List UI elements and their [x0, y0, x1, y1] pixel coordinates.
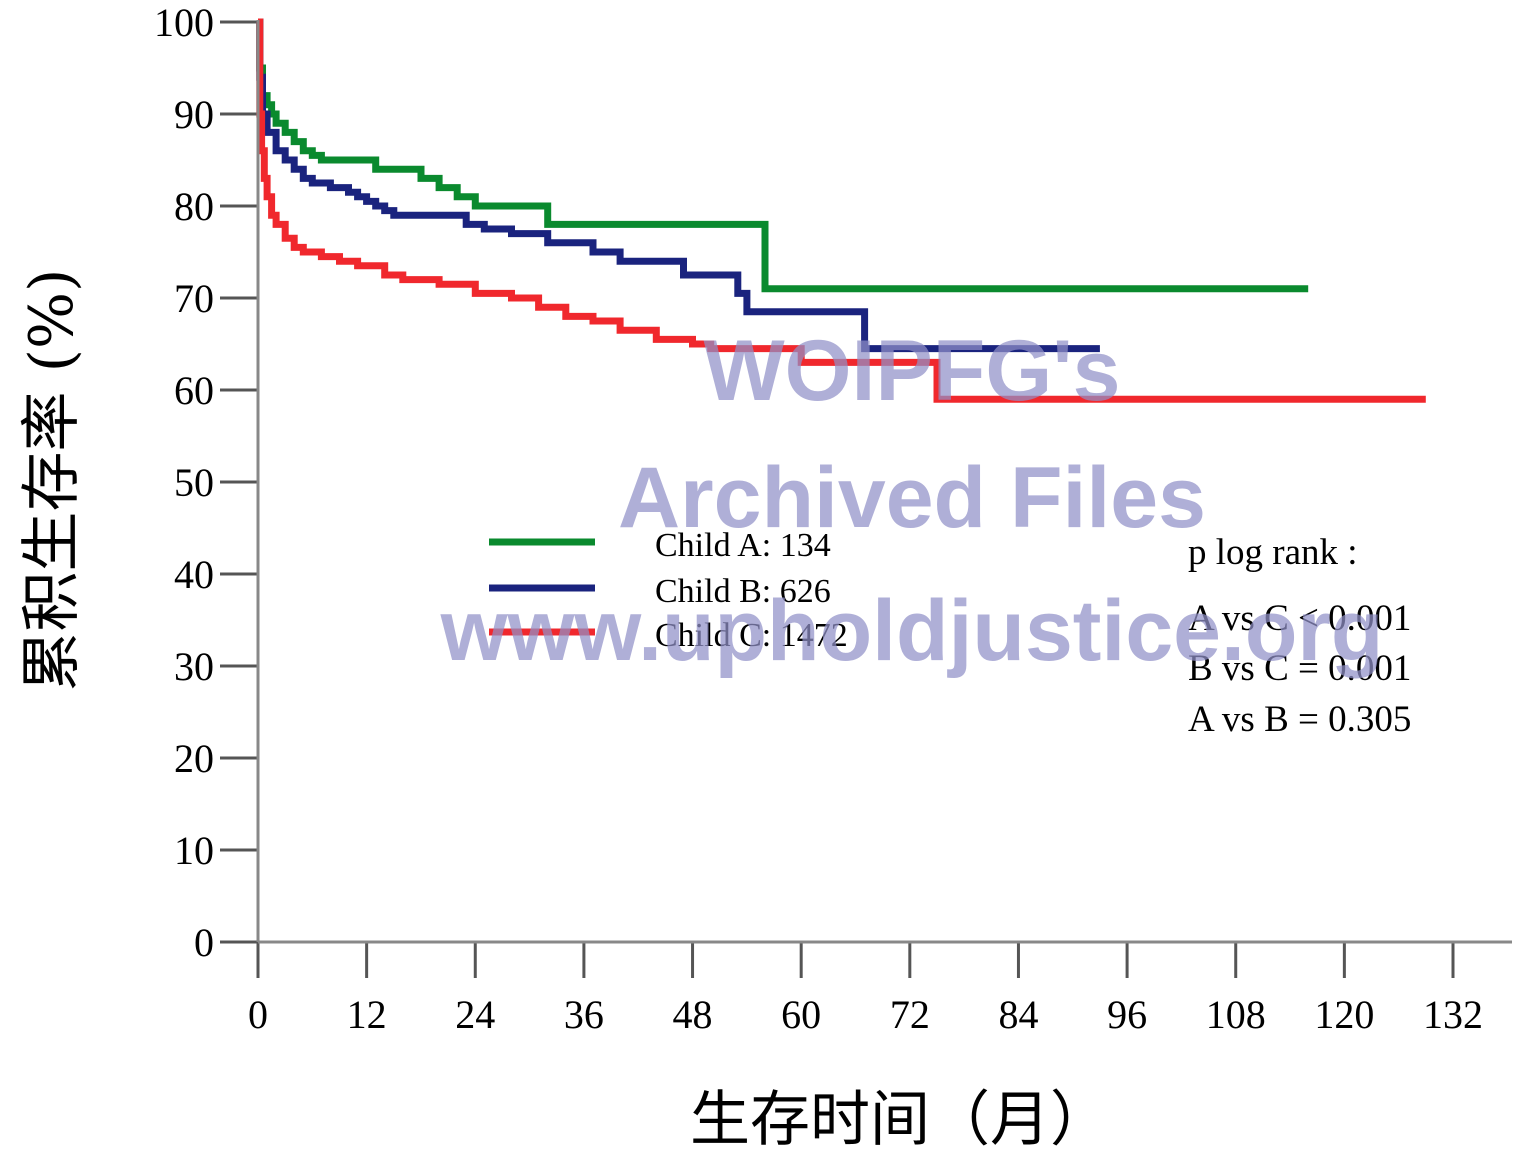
y-axis-ticks: 0 10 20 30 40 50 60 70 80 90 100 [154, 0, 258, 965]
stats-a-vs-b: A vs B = 0.305 [1188, 699, 1411, 740]
stats-a-vs-c: A vs C < 0.001 [1188, 598, 1411, 639]
stats-title: p log rank : [1188, 532, 1358, 573]
y-tick-label: 90 [174, 92, 214, 137]
series-lines [256, 18, 1426, 403]
legend-label-2: Child B: 626 [655, 573, 831, 610]
y-tick-label: 100 [154, 0, 214, 45]
x-tick-label: 12 [347, 992, 387, 1037]
legend: Child A: 134 Child B: 626 Child C: 1472 [489, 527, 848, 654]
y-tick-label: 60 [174, 368, 214, 413]
legend-label-1: Child A: 134 [655, 527, 831, 564]
x-tick-label: 36 [564, 992, 604, 1037]
x-axis-ticks: 0 12 24 36 48 60 72 84 96 108 120 132 [248, 942, 1483, 1037]
legend-label-3: Child C: 1472 [655, 617, 848, 654]
y-axis-title: 累积生存率 (%) [17, 269, 87, 692]
x-axis-title: 生存时间（月） [690, 1085, 1110, 1150]
series-line-2 [256, 18, 1100, 353]
x-tick-label: 120 [1314, 992, 1374, 1037]
y-tick-label: 30 [174, 644, 214, 689]
y-tick-label: 80 [174, 184, 214, 229]
x-tick-label: 84 [998, 992, 1038, 1037]
y-tick-label: 50 [174, 460, 214, 505]
watermark-line-3: www.upholdjustice.org [440, 583, 1384, 679]
x-tick-label: 0 [248, 992, 268, 1037]
series-line-3 [256, 18, 1426, 403]
y-tick-label: 70 [174, 276, 214, 321]
x-tick-label: 96 [1107, 992, 1147, 1037]
watermark-line-1: WOIPFG's [703, 323, 1120, 419]
series-line-1 [256, 18, 1309, 293]
watermark-line-2: Archived Files [618, 450, 1206, 546]
y-tick-label: 0 [194, 920, 214, 965]
x-tick-label: 132 [1423, 992, 1483, 1037]
y-tick-label: 40 [174, 552, 214, 597]
x-tick-label: 24 [455, 992, 495, 1037]
x-tick-label: 72 [890, 992, 930, 1037]
x-tick-label: 48 [673, 992, 713, 1037]
watermark: WOIPFG's Archived Files www.upholdjustic… [440, 323, 1384, 679]
x-tick-label: 108 [1206, 992, 1266, 1037]
x-tick-label: 60 [781, 992, 821, 1037]
y-tick-label: 10 [174, 828, 214, 873]
log-rank-stats: p log rank : A vs C < 0.001 B vs C = 0.0… [1188, 532, 1411, 740]
stats-b-vs-c: B vs C = 0.001 [1188, 648, 1411, 689]
y-tick-label: 20 [174, 736, 214, 781]
